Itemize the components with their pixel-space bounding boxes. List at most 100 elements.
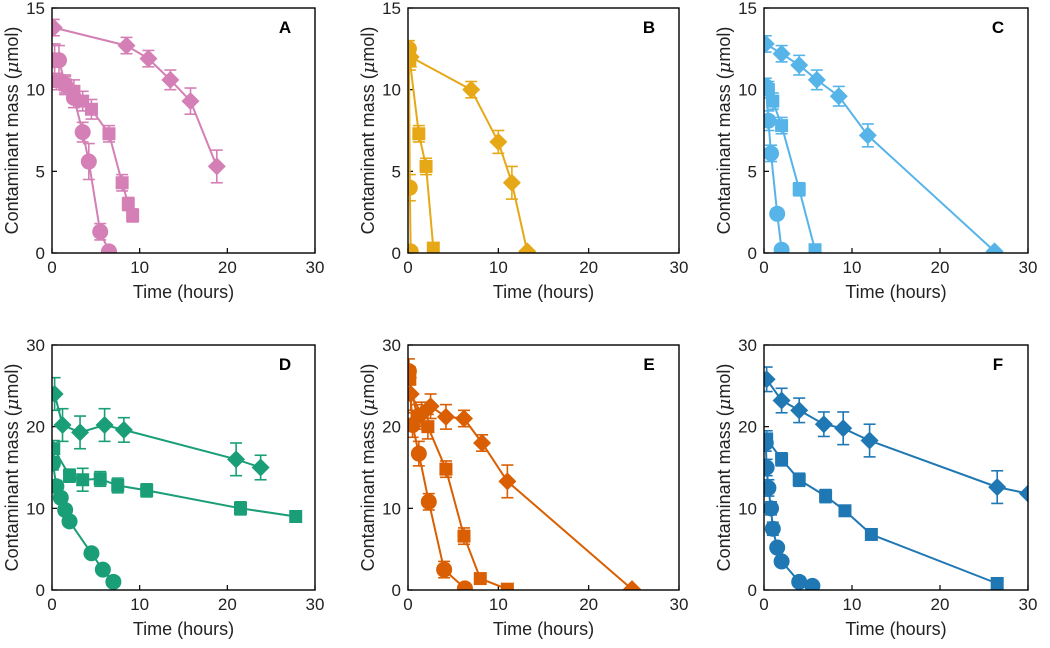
data-point-square [792,473,806,487]
data-point-diamond [772,391,791,410]
y-tick-label: 0 [392,244,401,263]
plot-area [764,366,1028,590]
y-tick-label: 0 [748,581,757,600]
data-point-circle [769,539,786,556]
data-point-circle [80,153,97,170]
data-point-square [52,75,63,88]
data-point-diamond [814,415,833,434]
axes-frame [763,344,1029,591]
y-axis-label-mu: μ [358,399,379,411]
y-axis-label-suffix: mol) [714,364,734,399]
y-tick-label: 5 [748,162,757,181]
y-axis-label-prefix: Contaminant mass ( [358,410,378,571]
y-axis-label: Contaminant mass (μmol) [714,27,735,235]
data-point-diamond [117,36,136,55]
data-point-diamond [181,92,200,111]
data-point-circle [773,241,790,253]
data-point-circle [408,243,419,253]
x-axis-label: Time (hours) [845,619,946,639]
plot-area [52,376,303,590]
data-point-diamond [52,18,63,37]
data-point-diamond [498,472,517,491]
panel-letter: B [643,18,655,37]
data-point-circle [408,179,418,196]
data-point-square [111,478,125,492]
data-point-square [84,102,98,116]
data-point-square [408,372,417,386]
data-point-square [140,483,154,497]
x-axis-label: Time (hours) [493,619,594,639]
data-point-square [115,176,129,190]
x-tick-label: 10 [489,258,508,277]
series-circles [52,455,122,590]
data-point-circle [94,561,111,578]
data-point-square [775,119,789,133]
data-point-diamond [988,478,1007,497]
series-line-squares [765,438,998,585]
data-point-square [473,572,487,586]
series-circles [408,39,419,253]
x-tick-label: 20 [579,258,598,277]
x-axis-label: Time (hours) [493,282,594,302]
series-diamonds [408,376,642,590]
x-tick-label: 20 [218,595,237,614]
x-tick-label: 30 [1019,595,1038,614]
y-tick-label: 30 [382,336,401,355]
x-tick-label: 30 [670,595,689,614]
x-tick-label: 30 [306,258,325,277]
data-point-square [990,576,1004,590]
data-point-circle [764,459,775,476]
y-tick-label: 10 [382,499,401,518]
data-point-square [864,527,878,541]
data-point-square [419,159,433,173]
data-point-square [426,241,440,253]
x-tick-label: 0 [403,595,412,614]
x-axis-label: Time (hours) [133,282,234,302]
y-axis-label-suffix: mol) [714,27,734,62]
series-line-squares [408,60,435,249]
data-point-diamond [764,370,776,389]
panel-b: 0 10 20 30 0 5 10 15 Time (hours) Contaminant mas… [358,0,688,302]
data-point-circle [52,489,69,506]
series-diamonds [52,18,226,184]
axes-frame [51,7,316,254]
data-point-diamond [455,409,474,428]
data-point-square [421,420,435,434]
data-point-diamond [623,580,642,590]
x-axis-label: Time (hours) [845,282,946,302]
y-axis-label-mu: μ [714,62,735,74]
x-tick-label: 10 [130,258,149,277]
y-axis-label: Contaminant mass (μmol) [358,27,379,235]
y-axis-label-mu: μ [358,62,379,74]
y-axis-label-prefix: Contaminant mass ( [714,410,734,571]
data-point-circle [74,124,91,141]
data-point-circle [764,145,780,162]
data-point-circle [456,580,473,590]
data-point-diamond [71,423,90,442]
series-squares [408,366,514,590]
series-diamonds [764,366,1028,505]
series-line-circles [408,48,412,252]
data-point-diamond [251,458,270,477]
data-point-circle [92,223,109,240]
y-tick-label: 20 [738,418,757,437]
x-tick-label: 30 [306,595,325,614]
series-line-squares [52,448,296,518]
panel-f: 0 10 20 30 0 10 20 30 Time (hours) Contaminant ma… [714,336,1037,639]
data-point-circle [61,513,78,530]
y-tick-label: 10 [26,499,45,518]
y-axis-label-suffix: mol) [358,364,378,399]
data-point-circle [105,573,122,590]
data-point-square [766,94,780,108]
x-tick-label: 10 [489,595,508,614]
x-tick-label: 10 [843,595,862,614]
series-squares [764,429,1004,590]
y-tick-label: 10 [26,81,45,100]
y-axis-label: Contaminant mass (μmol) [714,364,735,572]
y-tick-label: 0 [392,581,401,600]
data-point-diamond [1019,484,1028,503]
panel-a: 0 10 20 30 0 5 10 15 Time (hours) Contaminant mas… [2,0,324,302]
x-tick-label: 0 [47,258,56,277]
data-point-circle [410,445,427,462]
